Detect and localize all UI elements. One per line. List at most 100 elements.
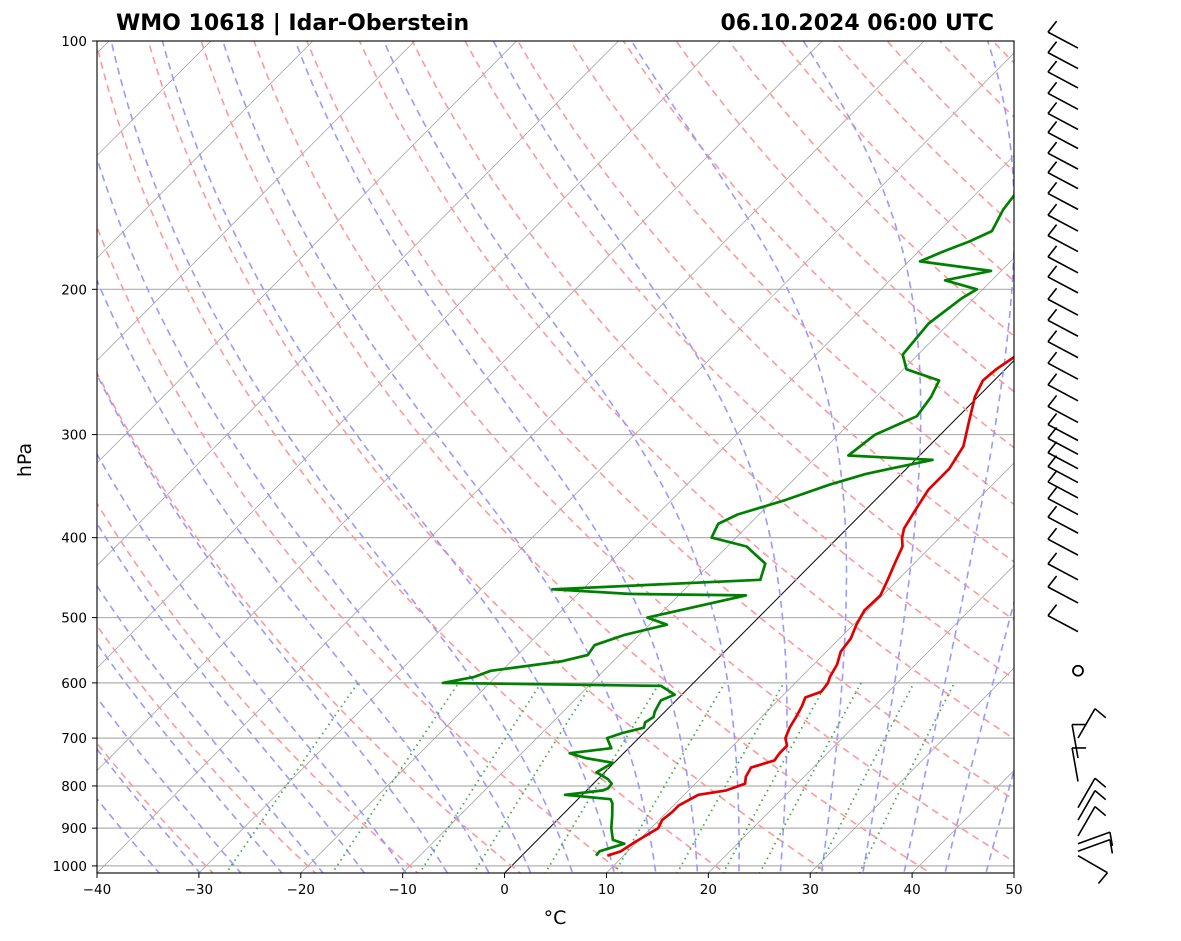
x-tick-label: −10 xyxy=(388,882,417,898)
dry-adiabat xyxy=(147,41,830,873)
wind-barb xyxy=(1071,723,1087,759)
wind-barb xyxy=(1047,81,1079,110)
y-tick-label: 500 xyxy=(61,611,87,627)
dry-adiabat xyxy=(97,224,625,873)
wind-barb xyxy=(1077,708,1107,739)
chart-title-datetime: 06.10.2024 06:00 UTC xyxy=(720,11,994,36)
moist-adiabat xyxy=(630,41,848,873)
dry-adiabat xyxy=(97,371,522,873)
wind-barb xyxy=(1047,604,1079,633)
y-tick-label: 900 xyxy=(61,821,87,837)
moist-adiabat xyxy=(944,599,1014,873)
wind-barb xyxy=(1047,441,1079,470)
wind-barb xyxy=(1047,245,1079,274)
wind-barb xyxy=(1077,838,1114,854)
y-axis-label: hPa xyxy=(14,443,36,477)
x-tick-label: −40 xyxy=(83,882,112,898)
zero-isotherm xyxy=(503,359,1014,873)
isotherm-line xyxy=(97,41,721,669)
y-tick-label: 600 xyxy=(61,676,87,692)
wind-barb xyxy=(1047,308,1079,337)
wind-barb xyxy=(1047,181,1079,211)
y-tick-label: 400 xyxy=(61,531,87,547)
moist-adiabat xyxy=(382,41,740,873)
x-tick-label: 30 xyxy=(802,882,819,898)
wind-barb xyxy=(1047,203,1079,232)
wind-barb xyxy=(1047,287,1079,316)
isotherm-line xyxy=(97,41,314,259)
x-tick-label: 10 xyxy=(598,882,615,898)
moist-adiabat xyxy=(97,642,283,873)
moist-adiabat xyxy=(97,373,449,873)
wind-barb xyxy=(1077,831,1114,847)
isotherm-line xyxy=(402,257,1014,873)
wind-barb xyxy=(1047,505,1079,534)
wind-barb xyxy=(1077,790,1107,821)
y-tick-label: 300 xyxy=(61,428,87,444)
dry-adiabat xyxy=(1028,23,1181,884)
moist-adiabat xyxy=(294,41,699,873)
wind-barb xyxy=(1047,41,1079,70)
x-axis-label: °C xyxy=(544,907,567,929)
mixing-ratio-line xyxy=(613,682,726,873)
wind-barb xyxy=(1071,747,1087,782)
plot-frame xyxy=(96,40,1015,874)
isotherm-line xyxy=(97,41,925,873)
mixing-ratio-line xyxy=(418,682,542,873)
wind-barb xyxy=(1077,777,1107,809)
x-tick-label: −20 xyxy=(287,882,316,898)
y-tick-label: 700 xyxy=(61,731,87,747)
moist-adiabat xyxy=(161,41,616,873)
isotherm-line xyxy=(707,565,1014,873)
wind-barb xyxy=(1047,20,1079,49)
wind-barb xyxy=(1047,455,1079,484)
mixing-ratio-line xyxy=(858,682,956,873)
wind-barb xyxy=(1047,330,1079,359)
moist-adiabat xyxy=(97,797,161,873)
x-tick-label: 40 xyxy=(904,882,921,898)
wind-barbs xyxy=(1047,20,1114,884)
x-tick-label: −30 xyxy=(185,882,214,898)
axis-ticks: −40 −30 −20 −10 0 10 20 30 40 50 1000 900 800 700 600 5… xyxy=(53,34,1023,898)
moist-adiabat xyxy=(802,41,922,873)
sounding-series xyxy=(441,193,1014,857)
wind-barb xyxy=(1047,552,1079,581)
wind-barb xyxy=(1047,224,1079,253)
wind-barb xyxy=(1047,161,1079,190)
wind-barb xyxy=(1047,101,1079,131)
dry-adiabat xyxy=(464,41,1014,621)
wind-barb xyxy=(1077,855,1109,884)
wind-barb xyxy=(1047,426,1079,456)
y-tick-label: 200 xyxy=(61,282,87,298)
isotherm-line xyxy=(1013,872,1014,873)
wind-barb xyxy=(1047,141,1079,170)
dry-adiabat xyxy=(305,41,1014,801)
x-tick-label: 0 xyxy=(500,882,509,898)
isotherm-line xyxy=(97,41,619,567)
x-tick-label: 50 xyxy=(1005,882,1022,898)
moist-adiabat xyxy=(985,767,1014,873)
moist-adiabat xyxy=(903,41,1014,873)
wind-barb xyxy=(1047,351,1079,380)
dry-adiabat xyxy=(411,41,1014,680)
isotherm-line xyxy=(300,155,1014,873)
wind-barb xyxy=(1072,664,1084,677)
wind-barb xyxy=(1047,373,1079,402)
dry-adiabat xyxy=(97,501,420,873)
moist-adiabat xyxy=(97,522,366,873)
dry-adiabat xyxy=(97,624,317,873)
wind-barb xyxy=(1047,121,1079,150)
y-tick-label: 1000 xyxy=(53,859,87,875)
mixing-ratio-line xyxy=(225,682,359,873)
dry-adiabat xyxy=(200,41,932,873)
chart-title-station: WMO 10618 | Idar-Oberstein xyxy=(116,11,469,36)
dry-adiabat xyxy=(569,41,1014,506)
moist-adiabat xyxy=(97,696,242,873)
isotherm-line xyxy=(97,41,416,362)
x-tick-label: 20 xyxy=(700,882,717,898)
wind-barb xyxy=(1047,527,1079,556)
moist-adiabat xyxy=(110,41,574,873)
isotherm-line xyxy=(97,41,823,772)
dry-adiabat xyxy=(675,41,1014,393)
